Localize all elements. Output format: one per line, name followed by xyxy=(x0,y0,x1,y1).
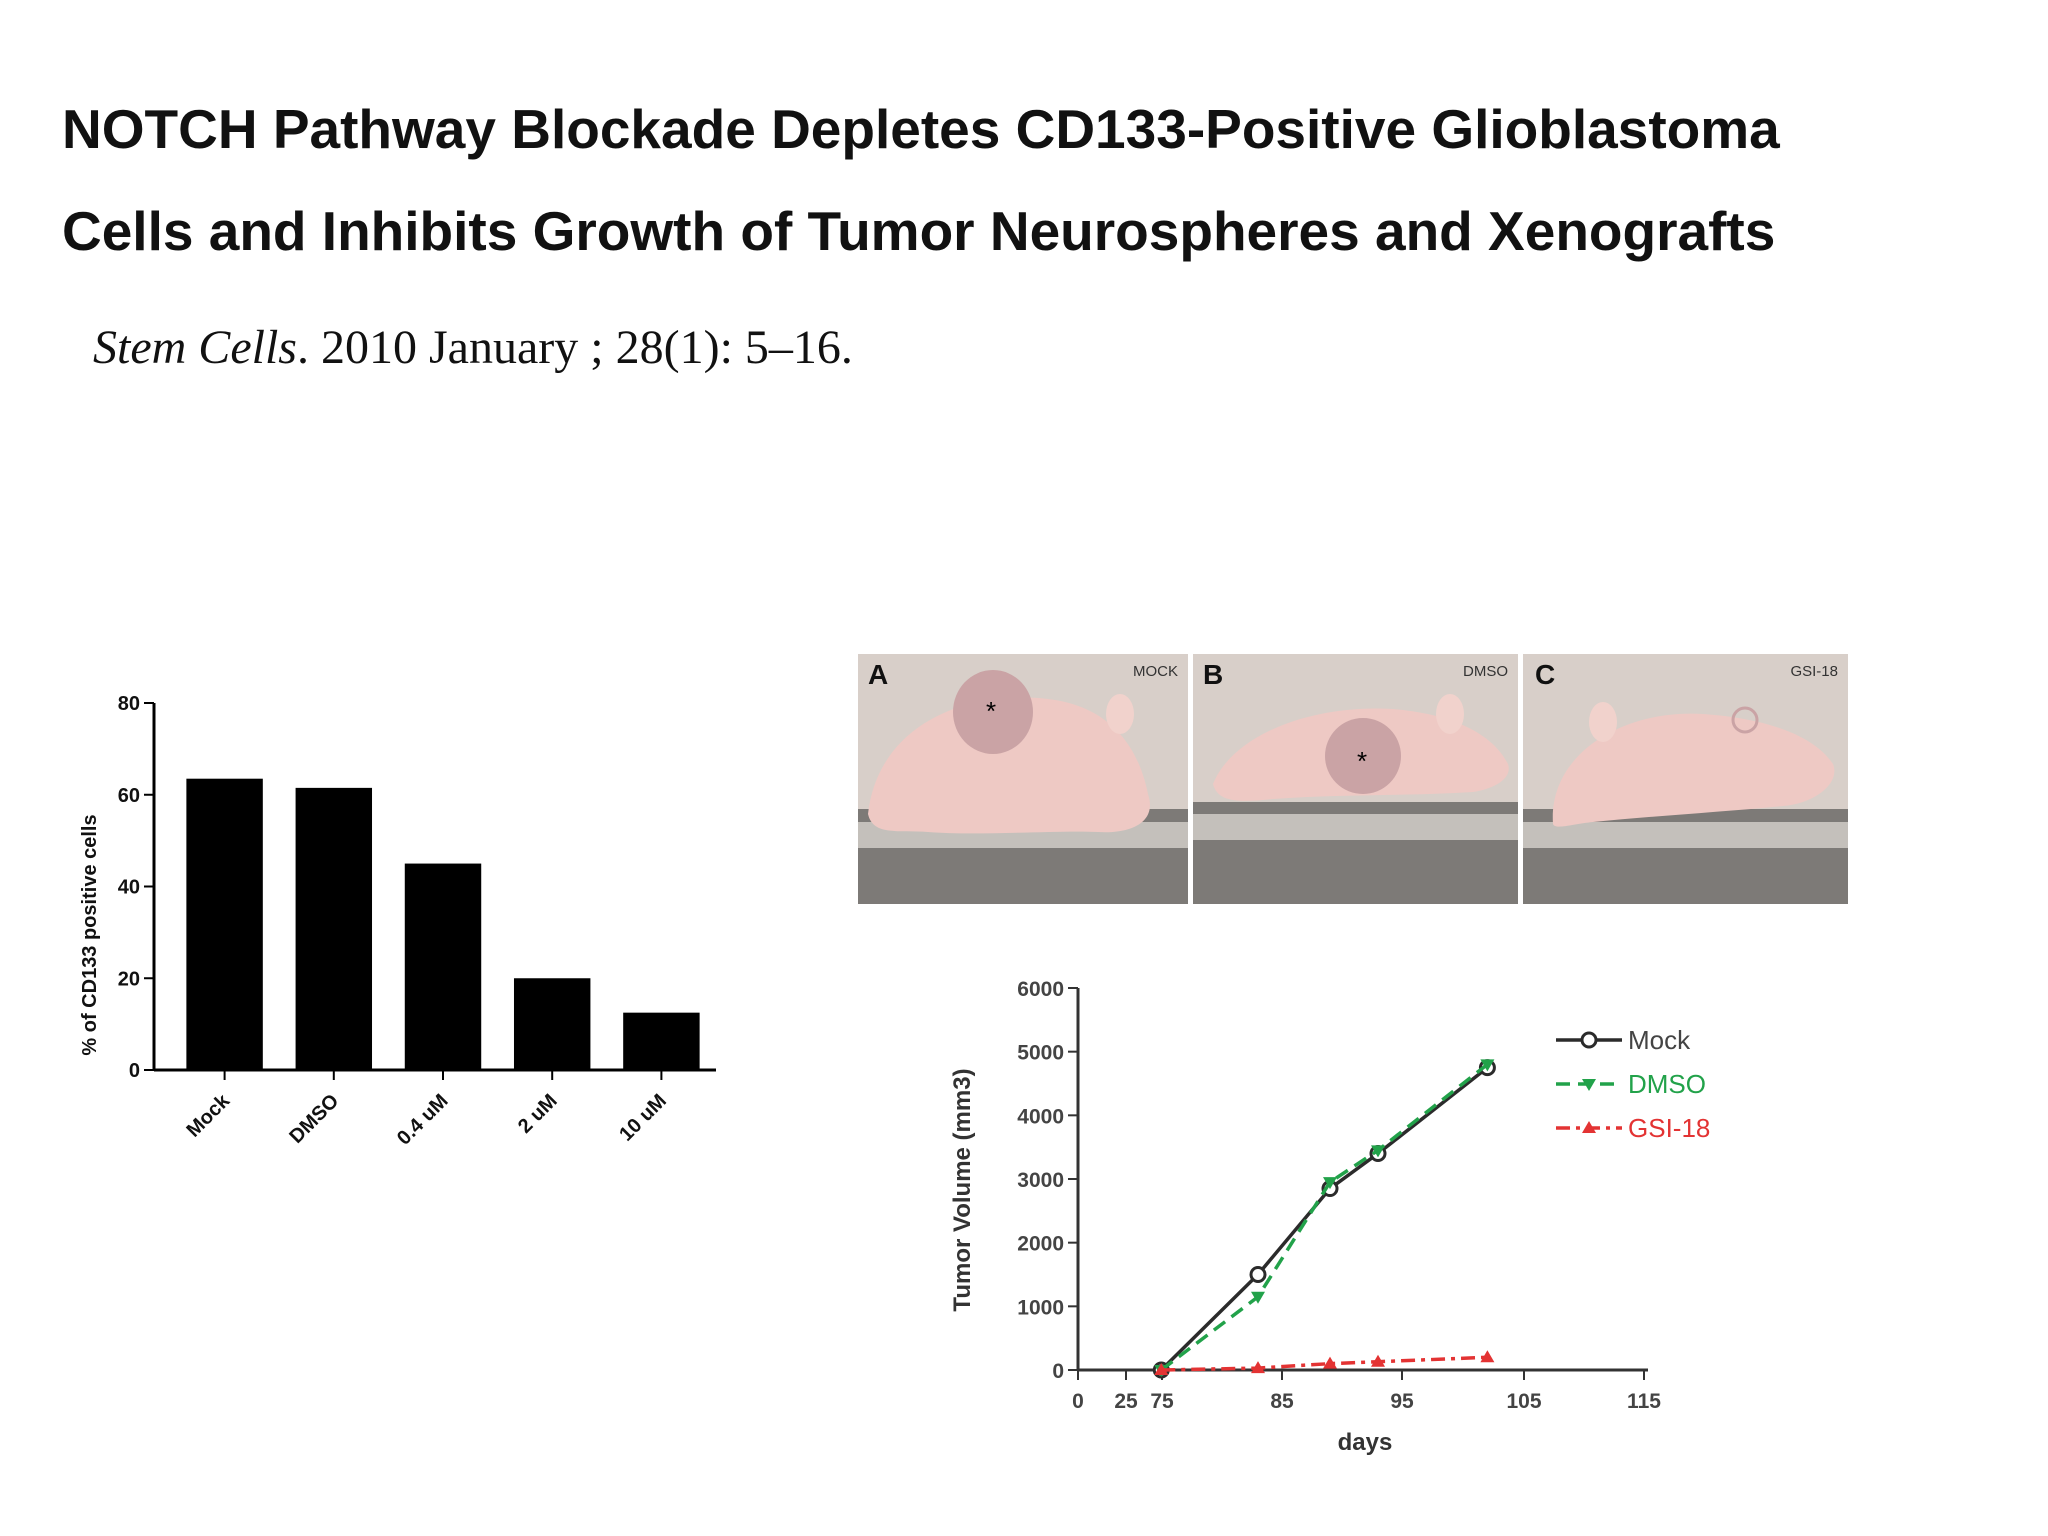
data-point xyxy=(1323,1356,1337,1369)
line-y-tick-label: 1000 xyxy=(1017,1296,1064,1319)
photo-panel-b: * B DMSO xyxy=(1193,654,1518,904)
bar-category-label: Mock xyxy=(182,1089,234,1141)
page-title: NOTCH Pathway Blockade Depletes CD133-Po… xyxy=(62,78,2022,282)
bar-y-tick-label: 0 xyxy=(129,1060,140,1082)
bar-y-tick-label: 60 xyxy=(118,785,140,807)
mouse-a-illustration xyxy=(868,697,1150,834)
photo-b-label: DMSO xyxy=(1463,663,1508,680)
series-line-dmso xyxy=(1160,1063,1489,1372)
legend-marker xyxy=(1582,1079,1596,1091)
series-line-gsi-18 xyxy=(1161,1355,1488,1372)
line-y-tick-label: 0 xyxy=(1052,1360,1064,1383)
mouse-c-illustration xyxy=(1552,713,1835,827)
photo-b-letter: B xyxy=(1203,659,1223,690)
bar xyxy=(404,863,482,1070)
tumor-c-illustration xyxy=(1731,706,1759,734)
legend-label: DMSO xyxy=(1628,1069,1706,1099)
photo-panel-c: C GSI-18 xyxy=(1523,654,1848,904)
data-point xyxy=(1371,1354,1385,1367)
line-x-tick-label: 85 xyxy=(1270,1390,1294,1413)
bar-y-tick-label: 20 xyxy=(118,968,140,990)
citation-journal: Stem Cells xyxy=(93,321,297,374)
line-y-tick-label: 6000 xyxy=(1017,978,1064,1001)
line-x-tick-label: 105 xyxy=(1506,1390,1541,1413)
data-point xyxy=(1371,1145,1385,1158)
tumor-a-asterisk: * xyxy=(986,696,996,726)
line-y-tick-label: 2000 xyxy=(1017,1233,1064,1256)
data-point xyxy=(1323,1177,1337,1190)
photo-panel-a: * A MOCK xyxy=(858,654,1188,904)
line-ylabel: Tumor Volume (mm3) xyxy=(949,1068,976,1311)
line-y-tick-label: 5000 xyxy=(1017,1042,1064,1065)
data-point xyxy=(1480,1059,1495,1072)
title-line-2: Cells and Inhibits Growth of Tumor Neuro… xyxy=(62,200,1776,262)
title-line-1: NOTCH Pathway Blockade Depletes CD133-Po… xyxy=(62,98,1780,160)
tumor-volume-line-chart: Tumor Volume (mm3) days 0 1000 2000 3000 400… xyxy=(949,978,1710,1456)
legend-label: Mock xyxy=(1628,1025,1691,1055)
citation: Stem Cells. 2010 January ; 28(1): 5–16. xyxy=(93,320,853,375)
bar-y-tick-label: 80 xyxy=(118,693,140,715)
legend-marker xyxy=(1580,1031,1598,1049)
photo-a-letter: A xyxy=(868,659,888,690)
photo-c-letter: C xyxy=(1535,659,1555,690)
photo-c-label: GSI-18 xyxy=(1790,663,1838,680)
line-x-tick-label: 0 xyxy=(1072,1390,1084,1413)
line-y-tick-label: 4000 xyxy=(1017,1105,1064,1128)
data-point xyxy=(1251,1361,1265,1374)
bar-chart: % of CD133 positive cells 0 20 40 60 80 Mock D… xyxy=(79,693,716,1150)
line-y-tick-label: 3000 xyxy=(1017,1169,1064,1192)
tumor-b-illustration xyxy=(1325,718,1401,794)
citation-details: . 2010 January ; 28(1): 5–16. xyxy=(296,321,853,374)
line-x-tick-label: 75 xyxy=(1150,1390,1174,1413)
bar-category-label: 10 uM xyxy=(615,1090,671,1146)
line-xlabel: days xyxy=(1338,1429,1393,1456)
bar-ylabel: % of CD133 positive cells xyxy=(79,814,101,1055)
legend-label: GSI-18 xyxy=(1628,1113,1710,1143)
data-point xyxy=(1154,1363,1169,1375)
tumor-a-illustration xyxy=(953,670,1033,754)
tumor-b-asterisk: * xyxy=(1357,746,1367,776)
data-point xyxy=(1249,1266,1267,1283)
bar xyxy=(186,778,263,1070)
data-point xyxy=(1480,1350,1495,1363)
line-x-tick-label: 25 xyxy=(1114,1390,1138,1413)
line-x-tick-label: 95 xyxy=(1390,1390,1414,1413)
bar xyxy=(513,978,591,1070)
data-point xyxy=(1251,1291,1265,1304)
bar xyxy=(295,787,373,1070)
legend-marker xyxy=(1582,1121,1596,1133)
series-line-mock xyxy=(1160,1066,1489,1372)
photo-panel-strip: * A MOCK * B DMSO C GSI-18 xyxy=(858,654,1848,904)
photo-a-label: MOCK xyxy=(1133,663,1178,680)
line-x-tick-label: 115 xyxy=(1627,1390,1661,1413)
bar-category-label: DMSO xyxy=(285,1090,343,1148)
bar-category-label: 0.4 uM xyxy=(393,1090,453,1150)
bar xyxy=(623,1012,700,1070)
bar-category-label: 2 uM xyxy=(514,1090,562,1138)
bar-y-tick-label: 40 xyxy=(118,877,140,899)
